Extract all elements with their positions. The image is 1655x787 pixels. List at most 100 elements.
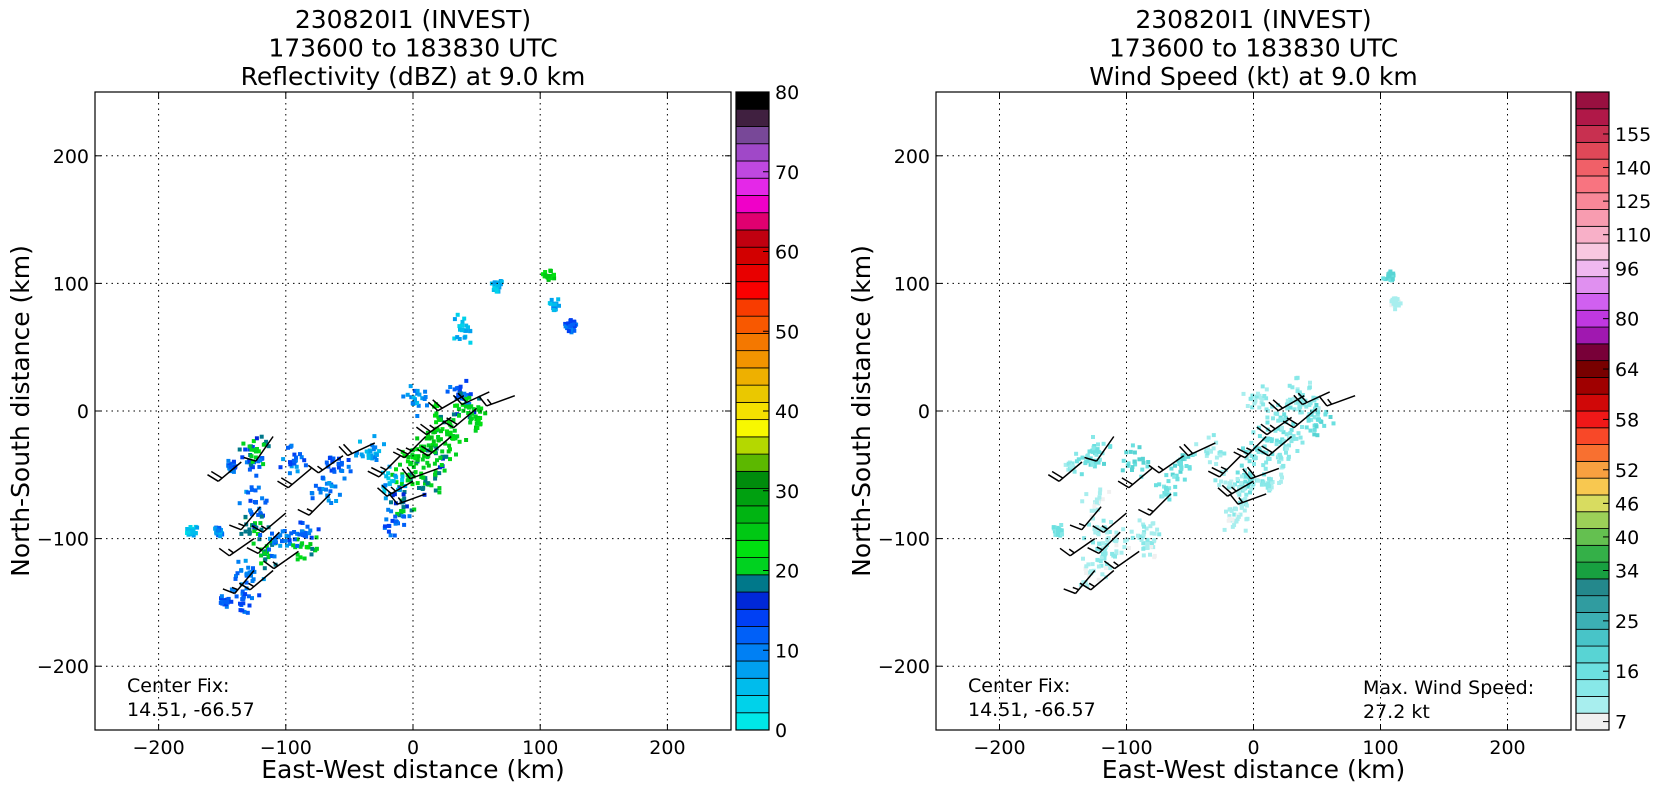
field-cell [1155,527,1160,532]
colorbar-frame [1575,91,1610,731]
field-cell [1121,458,1126,463]
field-cell [260,456,265,460]
field-cell [256,512,261,517]
field-cell [239,531,244,536]
field-cell [434,420,439,425]
field-cell [1234,507,1238,512]
field-cell [400,474,405,479]
field-cell [298,555,303,560]
field-cell [1282,417,1287,422]
field-cell [1179,466,1184,471]
field-cell [215,528,220,533]
colorbar-tick-label: 40 [775,401,799,423]
field-cell [1100,572,1105,577]
colorbar-tick-label: 25 [1615,611,1639,633]
field-cell [1298,410,1303,415]
field-cell [1092,508,1097,513]
field-cell [1133,462,1138,467]
grid-lines [95,92,731,730]
field-cell [1287,443,1291,448]
field-cell [243,592,248,597]
field-cell [1063,462,1068,467]
field-cell [1308,380,1312,385]
field-cell [1093,460,1098,465]
field-cell [1312,398,1317,403]
field-cell [1288,431,1293,435]
field-cell [399,482,404,486]
field-cell [1280,425,1284,430]
field-cell [373,455,378,460]
field-cell [391,479,396,484]
field-cell [1141,460,1146,465]
field-cell [1069,464,1074,469]
field-cell [246,490,251,495]
wind-barb [1059,537,1096,557]
field-cell [425,460,430,465]
field-cell [1096,450,1101,455]
field-cell [1222,527,1227,532]
field-cell [1169,466,1174,471]
field-cell [1107,530,1112,534]
field-cell [1309,412,1314,417]
field-cell [190,528,195,533]
field-cell [329,484,334,489]
field-cell [1268,477,1273,482]
field-cell [1108,566,1113,571]
field-cell [273,536,278,541]
field-cell [281,457,286,462]
field-cell [546,274,551,279]
field-cell [1218,453,1223,458]
field-cell [382,442,386,447]
field-cell [572,328,577,333]
field-cell [1151,545,1156,550]
field-cell [241,601,246,606]
field-cell [247,570,252,575]
field-cell [1096,577,1101,582]
field-cell [386,529,391,534]
field-cell [415,481,420,486]
field-cell [439,463,444,467]
field-cell [243,529,248,534]
field-cell [249,454,254,459]
field-cell [260,496,265,501]
field-cell [259,553,264,558]
field-cell [1280,475,1284,480]
field-cell [225,600,230,605]
field-cell [278,465,283,470]
field-cell [1137,457,1142,462]
field-cell [1261,480,1266,485]
colorbar-segment [735,591,770,610]
field-cell [1244,517,1249,522]
field-cell [383,496,388,501]
colorbar-segment [1575,141,1610,160]
colorbar-tick-label: 96 [1615,258,1639,280]
field-cell [1223,480,1228,485]
field-cell [1383,277,1388,282]
field-cell [280,539,284,544]
field-cell [563,321,568,326]
field-cell [1094,500,1099,505]
field-cell [307,531,312,536]
colorbar-segment [1575,679,1610,697]
field-cell [566,321,571,326]
y-tick-label: −200 [37,656,89,678]
field-cell [401,492,406,497]
colorbar-segment [1575,544,1610,563]
field-cell [304,545,309,549]
colorbar-segment [1575,343,1610,362]
field-cell [190,530,195,535]
field-cell [1211,446,1216,451]
field-cell [374,452,379,457]
field-cell [1249,454,1254,459]
field-cell [247,527,252,532]
field-cell [310,546,315,551]
field-cell [425,436,430,441]
field-cell [1314,403,1319,407]
field-cell [1145,537,1150,542]
field-cell [1120,468,1125,473]
field-cell [1237,486,1241,491]
field-cell [295,543,300,548]
field-cell [1114,530,1119,535]
field-cell [1279,427,1284,432]
field-cell [1088,570,1093,575]
